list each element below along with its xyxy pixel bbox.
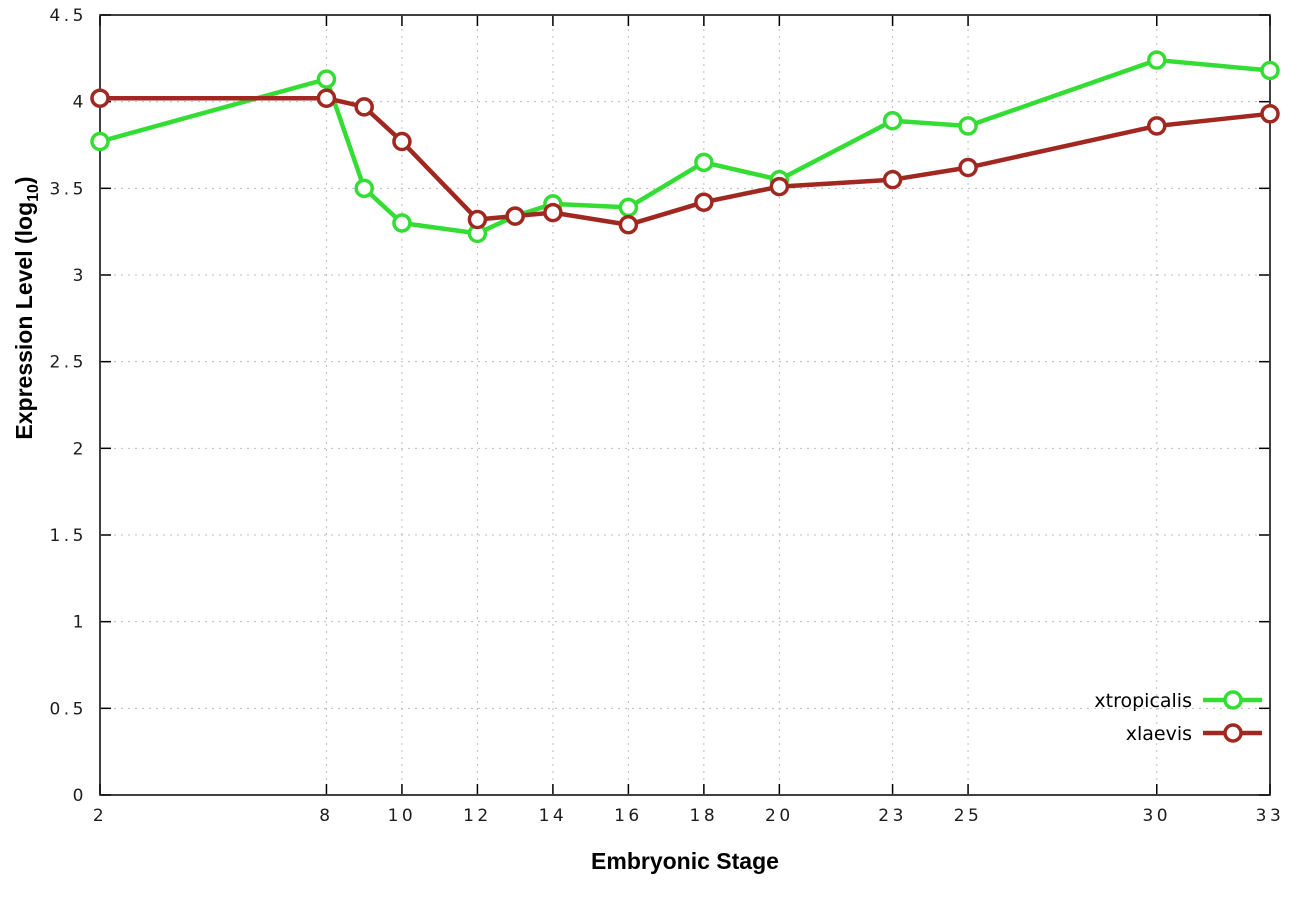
series-marker-xtropicalis bbox=[958, 116, 978, 136]
series-marker-xlaevis bbox=[1147, 116, 1167, 136]
y-tick-label: 2.5 bbox=[49, 353, 87, 373]
y-axis-label: Expression Level (log10) bbox=[11, 176, 43, 439]
x-tick-label: 12 bbox=[463, 806, 492, 826]
series-marker-xlaevis bbox=[543, 202, 563, 223]
y-axis-label-text: Expression Level (log bbox=[11, 201, 38, 440]
series-line-xlaevis bbox=[97, 95, 1273, 227]
x-tick-label: 14 bbox=[539, 806, 568, 826]
series-marker-xlaevis bbox=[882, 169, 903, 190]
y-tick-label: 3 bbox=[73, 266, 87, 286]
series-marker-xlaevis bbox=[958, 157, 978, 178]
series-marker-xlaevis bbox=[1260, 104, 1280, 124]
series-marker-xlaevis bbox=[354, 97, 374, 117]
x-tick-label: 33 bbox=[1256, 806, 1285, 826]
series-marker-xtropicalis bbox=[316, 69, 337, 89]
x-tick-label: 20 bbox=[765, 806, 794, 826]
series-marker-xlaevis bbox=[316, 88, 337, 108]
series-marker-xtropicalis bbox=[882, 110, 903, 131]
x-tick-label: 2 bbox=[93, 806, 107, 826]
plot-border bbox=[99, 14, 1271, 796]
series-marker-xtropicalis bbox=[354, 178, 374, 199]
x-tick-label: 10 bbox=[388, 806, 417, 826]
legend-label-xlaevis: xlaevis bbox=[1126, 723, 1192, 745]
legend-label-xtropicalis: xtropicalis bbox=[1094, 690, 1192, 712]
series-marker-xtropicalis bbox=[90, 131, 110, 152]
series-marker-xlaevis bbox=[505, 206, 525, 226]
y-axis-label-close: ) bbox=[11, 176, 38, 185]
series-marker-xtropicalis bbox=[694, 152, 714, 173]
series-marker-xlaevis bbox=[392, 131, 412, 152]
series-marker-xtropicalis bbox=[618, 197, 639, 218]
series-marker-xlaevis bbox=[618, 214, 639, 235]
y-tick-label: 4 bbox=[73, 93, 87, 113]
x-axis-label: Embryonic Stage bbox=[591, 848, 779, 874]
series-marker-xtropicalis bbox=[1260, 60, 1280, 81]
legend-sample-marker-xlaevis bbox=[1223, 723, 1243, 743]
y-axis-label-subscript: 10 bbox=[24, 184, 42, 202]
x-tick-label: 18 bbox=[690, 806, 719, 826]
x-tick-label: 16 bbox=[614, 806, 643, 826]
series-marker-xtropicalis bbox=[1147, 50, 1167, 70]
y-tick-label: 1 bbox=[73, 613, 87, 633]
series-marker-xtropicalis bbox=[392, 213, 412, 233]
series-marker-xlaevis bbox=[694, 192, 714, 212]
y-tick-label: 0.5 bbox=[49, 699, 87, 719]
x-tick-label: 8 bbox=[319, 806, 333, 826]
series-marker-xlaevis bbox=[769, 176, 790, 197]
y-tick-label: 2 bbox=[73, 439, 87, 459]
y-tick-label: 1.5 bbox=[49, 526, 87, 546]
y-tick-label: 0 bbox=[73, 786, 87, 806]
y-tick-label: 3.5 bbox=[49, 179, 87, 199]
series-marker-xlaevis bbox=[467, 209, 488, 230]
legend-sample-marker-xtropicalis bbox=[1223, 690, 1243, 710]
x-tick-label: 25 bbox=[954, 806, 983, 826]
x-tick-label: 30 bbox=[1142, 806, 1171, 826]
y-tick-label: 4.5 bbox=[49, 6, 87, 26]
x-tick-label: 23 bbox=[878, 806, 907, 826]
series-marker-xlaevis bbox=[90, 88, 110, 108]
